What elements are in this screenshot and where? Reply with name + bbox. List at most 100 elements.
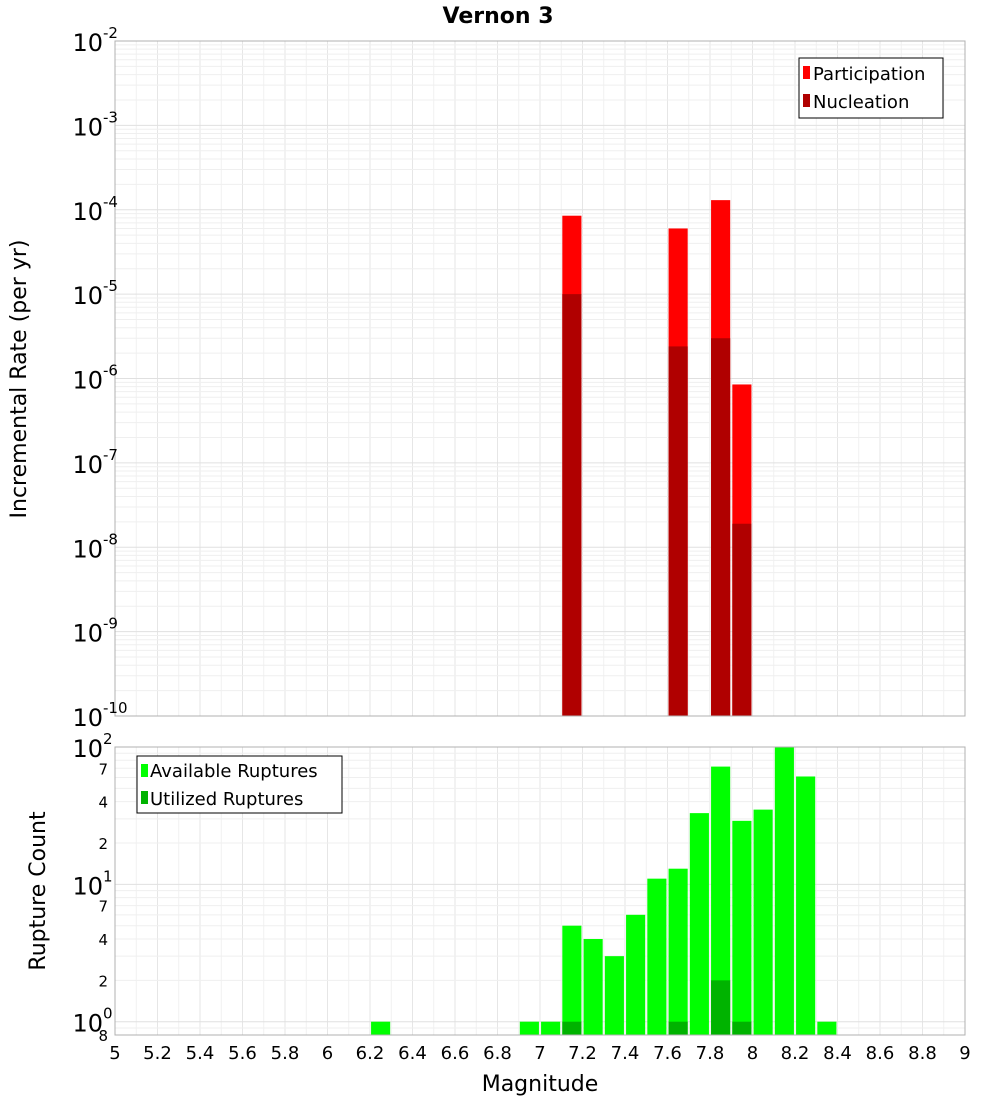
x-tick-label: 7.2 <box>568 1043 597 1064</box>
bottom-y-minor-tick-label: 4 <box>98 931 108 949</box>
top-y-tick-exponent: -2 <box>103 24 118 42</box>
bottom-y-minor-tick-label: 8 <box>98 1027 108 1045</box>
bottom-bar-available-ruptures <box>732 820 752 1035</box>
top-plot-frame <box>114 40 966 717</box>
legend-label-available-ruptures: Available Ruptures <box>150 761 318 782</box>
top-y-tick-label: 10 <box>72 704 103 732</box>
x-tick-label: 5.4 <box>186 1043 215 1064</box>
bottom-legend-box <box>136 755 343 814</box>
x-tick-label: 8.8 <box>908 1043 937 1064</box>
top-y-tick-exponent: -10 <box>103 699 128 717</box>
bottom-y-tick-label: 10 <box>72 1010 103 1038</box>
bottom-y-tick-label: 10 <box>72 872 103 900</box>
bottom-bar-available-ruptures <box>541 1021 561 1035</box>
top-bar-nucleation <box>711 338 731 716</box>
bottom-bar-utilized-ruptures <box>732 1021 752 1035</box>
top-y-tick-label: 10 <box>72 282 103 310</box>
bottom-bars <box>371 747 837 1035</box>
top-y-tick-label: 10 <box>72 535 103 563</box>
bottom-y-minor-tick-label: 2 <box>98 972 108 990</box>
bottom-bar-utilized-ruptures <box>562 1021 582 1035</box>
bottom-bar-available-ruptures <box>817 1021 837 1035</box>
bottom-y-minor-tick-label: 2 <box>98 835 108 853</box>
bottom-y-tick-exponent: 0 <box>103 1005 113 1023</box>
bottom-y-tick-exponent: 2 <box>103 730 113 748</box>
bottom-bar-utilized-ruptures <box>711 980 731 1035</box>
top-y-tick-exponent: -4 <box>103 193 118 211</box>
bottom-y-axis-label: Rupture Count <box>26 811 51 971</box>
x-tick-label: 6.2 <box>356 1043 385 1064</box>
bottom-y-minor-tick-label: 7 <box>98 760 108 778</box>
bottom-legend: Available Ruptures Utilized Ruptures <box>136 755 343 814</box>
top-y-tick-exponent: -8 <box>103 530 118 548</box>
x-tick-label: 5 <box>109 1043 120 1064</box>
legend-label-utilized-ruptures: Utilized Ruptures <box>150 789 303 810</box>
top-y-tick-label: 10 <box>72 620 103 648</box>
x-tick-label: 7.6 <box>653 1043 682 1064</box>
chart-title: Vernon 3 <box>443 4 554 29</box>
top-y-axis-label: Incremental Rate (per yr) <box>7 240 32 519</box>
x-tick-labels: 5 5.2 5.4 5.6 5.8 6 6.2 6.4 6.6 6.8 7 7.2 7.4 7.6 7.8 8… <box>109 1043 970 1064</box>
x-tick-label: 5.8 <box>271 1043 300 1064</box>
x-tick-label: 9 <box>959 1043 970 1064</box>
top-y-tick-label: 10 <box>72 113 103 141</box>
top-y-tick-exponent: -6 <box>103 362 118 380</box>
top-y-tick-exponent: -9 <box>103 615 118 633</box>
x-tick-label: 8.2 <box>781 1043 810 1064</box>
bottom-bar-available-ruptures <box>371 1021 391 1035</box>
bottom-bar-utilized-ruptures <box>668 1021 688 1035</box>
top-y-tick-label: 10 <box>72 198 103 226</box>
legend-label-nucleation: Nucleation <box>813 92 909 113</box>
bottom-bar-available-ruptures <box>562 925 582 1035</box>
x-tick-label: 7.4 <box>611 1043 640 1064</box>
bottom-bar-available-ruptures <box>668 868 688 1035</box>
bottom-bar-available-ruptures <box>753 809 773 1035</box>
x-tick-label: 5.6 <box>228 1043 257 1064</box>
bottom-y-minor-tick-label: 4 <box>98 794 108 812</box>
bottom-bar-available-ruptures <box>647 878 667 1035</box>
bottom-bar-available-ruptures <box>604 956 624 1035</box>
x-tick-label: 6 <box>322 1043 333 1064</box>
bottom-y-tick-exponent: 1 <box>103 867 113 885</box>
x-tick-label: 7 <box>534 1043 545 1064</box>
x-tick-label: 8.6 <box>866 1043 895 1064</box>
x-tick-label: 7.8 <box>696 1043 725 1064</box>
legend-swatch-participation <box>803 66 810 79</box>
x-tick-label: 8 <box>747 1043 758 1064</box>
top-legend-box <box>798 57 944 119</box>
top-legend: Participation Nucleation <box>798 57 944 119</box>
top-bars <box>562 200 752 717</box>
top-y-tick-label: 10 <box>72 29 103 57</box>
bottom-bar-available-ruptures <box>774 747 794 1035</box>
bottom-plot-frame <box>114 746 966 1036</box>
x-tick-label: 6.4 <box>398 1043 427 1064</box>
top-y-tick-exponent: -5 <box>103 277 118 295</box>
bottom-bar-available-ruptures <box>796 776 816 1035</box>
legend-swatch-available-ruptures <box>141 764 148 777</box>
bottom-y-tick-label: 10 <box>72 735 103 763</box>
bottom-bar-available-ruptures <box>583 939 603 1035</box>
top-gridlines <box>114 41 966 717</box>
top-y-tick-label: 10 <box>72 367 103 395</box>
top-bar-nucleation <box>562 294 582 716</box>
top-y-tick-exponent: -3 <box>103 108 118 126</box>
x-tick-label: 6.8 <box>483 1043 512 1064</box>
bottom-bar-available-ruptures <box>689 813 709 1035</box>
legend-label-participation: Participation <box>813 64 925 85</box>
legend-swatch-nucleation <box>803 94 810 107</box>
top-y-tick-exponent: -7 <box>103 446 118 464</box>
top-y-tick-label: 10 <box>72 451 103 479</box>
bottom-y-minor-tick-label: 7 <box>98 898 108 916</box>
x-tick-label: 8.4 <box>823 1043 852 1064</box>
bottom-bar-available-ruptures <box>626 914 646 1035</box>
x-axis-label: Magnitude <box>482 1072 599 1097</box>
legend-swatch-utilized-ruptures <box>141 791 148 804</box>
x-tick-label: 6.6 <box>441 1043 470 1064</box>
top-bar-nucleation <box>668 346 688 716</box>
bottom-bar-available-ruptures <box>519 1021 539 1035</box>
